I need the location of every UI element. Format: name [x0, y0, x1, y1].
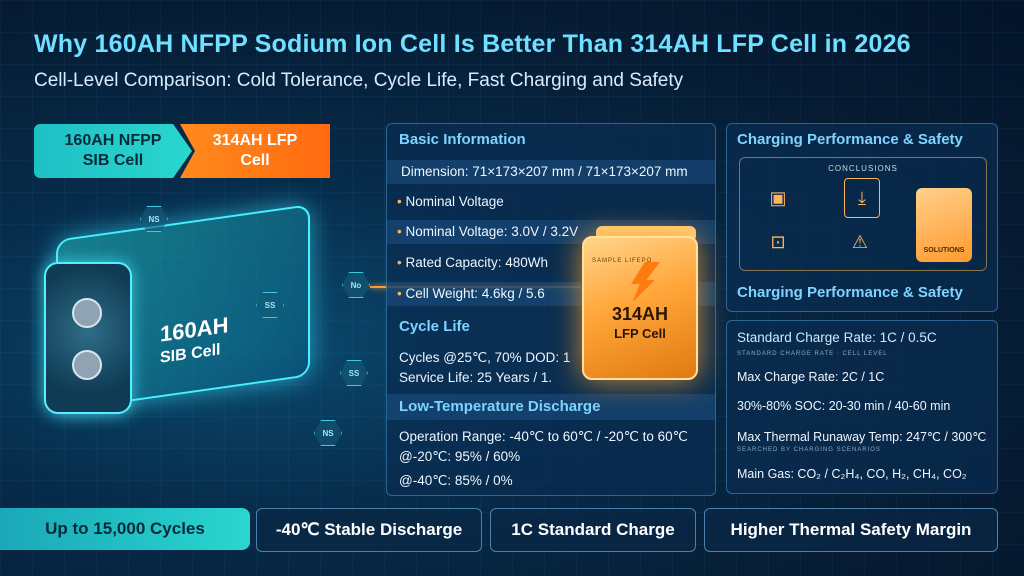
row-highlight	[387, 160, 715, 184]
spec-row: @-40℃: 85% / 0%	[399, 473, 513, 488]
spec-row: @-20℃: 95% / 60%	[399, 449, 521, 464]
charger-icon: ⊡	[770, 231, 786, 252]
lfp-cell-label: 314AH LFP Cell	[594, 304, 686, 344]
lfp-cell-illustration	[582, 236, 698, 380]
charging-safety-heading: Charging Performance & Safety	[737, 131, 963, 148]
charging-safety-panel: Charging Performance & Safety CONCLUSION…	[726, 123, 998, 312]
charge-row: Max Thermal Runaway Temp: 247℃ / 300℃	[737, 430, 987, 444]
charging-specs-panel: Standard Charge Rate: 1C / 0.5C STANDARD…	[726, 320, 998, 494]
charge-row-caption: STANDARD CHARGE RATE · CELL LEVEL	[737, 351, 888, 357]
lfp-tag-line2: Cell	[240, 152, 270, 169]
spec-row: Operation Range: -40℃ to 60℃ / -20℃ to 6…	[399, 429, 688, 444]
charge-row: 30%-80% SOC: 20-30 min / 40-60 min	[737, 399, 951, 413]
spec-row: Cell Weight: 4.6kg / 5.6	[397, 286, 544, 301]
lfp-cell-tag: 314AH LFP Cell	[180, 124, 330, 178]
row-highlight	[387, 394, 715, 420]
page-subtitle: Cell-Level Comparison: Cold Tolerance, C…	[34, 70, 684, 91]
sib-tag-line1: 160AH NFPP	[64, 132, 162, 149]
charge-row-caption: SEARCHED BY CHARGING SCENARIOS	[737, 447, 881, 453]
warning-icon: ⚠	[851, 231, 869, 252]
terminal-icon	[72, 350, 102, 380]
highlight-thermal-safety: Higher Thermal Safety Margin	[704, 508, 998, 552]
solutions-card: SOLUTIONS	[916, 188, 972, 262]
charge-row: Main Gas: CO₂ / C₂H₄, CO, H₂, CH₄, CO₂	[737, 467, 967, 481]
spec-row: Dimension: 71×173×207 mm / 71×173×207 mm	[401, 164, 688, 179]
low-temp-heading: Low-Temperature Discharge	[399, 398, 601, 415]
spec-row: Nominal Voltage: 3.0V / 3.2V	[397, 224, 578, 239]
sib-cell-label: 160AH SIB Cell	[160, 312, 228, 371]
highlight-cold-discharge: -40℃ Stable Discharge	[256, 508, 482, 552]
highlight-cycles: Up to 15,000 Cycles	[0, 508, 250, 550]
page-title: Why 160AH NFPP Sodium Ion Cell Is Better…	[34, 30, 911, 58]
cycle-life-heading: Cycle Life	[399, 318, 470, 335]
hex-badge-icon: NS	[140, 206, 168, 232]
battery-box-icon: ▣	[769, 187, 787, 208]
solutions-card-text: SOLUTIONS	[923, 247, 965, 254]
spec-row: Cycles @25℃, 70% DOD: 1	[399, 350, 571, 365]
lfp-cell-type: LFP Cell	[614, 326, 666, 341]
spec-row: Service Life: 25 Years / 1.	[399, 370, 553, 385]
spec-row: Rated Capacity: 480Wh	[397, 255, 548, 270]
highlight-standard-charge: 1C Standard Charge	[490, 508, 696, 552]
spec-row: Nominal Voltage	[397, 194, 503, 209]
hex-label: NS	[322, 428, 334, 438]
lfp-tag-line1: 314AH LFP	[212, 132, 298, 149]
hex-label: SS	[264, 300, 276, 310]
sib-cell-end-face	[44, 262, 132, 414]
basic-info-heading: Basic Information	[399, 131, 526, 148]
conclusions-label: CONCLUSIONS	[828, 164, 898, 173]
hex-label: NS	[148, 214, 160, 224]
sib-tag-line2: SIB Cell	[82, 152, 144, 169]
download-tray-icon: ⤓	[844, 178, 880, 218]
lfp-cell-small-print: SAMPLE LIFEPO	[592, 258, 653, 264]
hex-label: SS	[348, 368, 360, 378]
lfp-cell-capacity: 314AH	[611, 304, 669, 324]
conclusions-box: CONCLUSIONS ▣ ⤓ ⊡ ⚠ SOLUTIONS	[739, 157, 987, 271]
charge-row: Standard Charge Rate: 1C / 0.5C	[737, 330, 937, 345]
charge-row: Max Charge Rate: 2C / 1C	[737, 370, 885, 384]
charging-safety-footer: Charging Performance & Safety	[737, 284, 963, 301]
terminal-icon	[72, 298, 102, 328]
specs-panel: Basic Information Dimension: 71×173×207 …	[386, 123, 716, 496]
sib-cell-tag: 160AH NFPP SIB Cell	[34, 124, 192, 178]
hex-label: No	[350, 280, 362, 290]
